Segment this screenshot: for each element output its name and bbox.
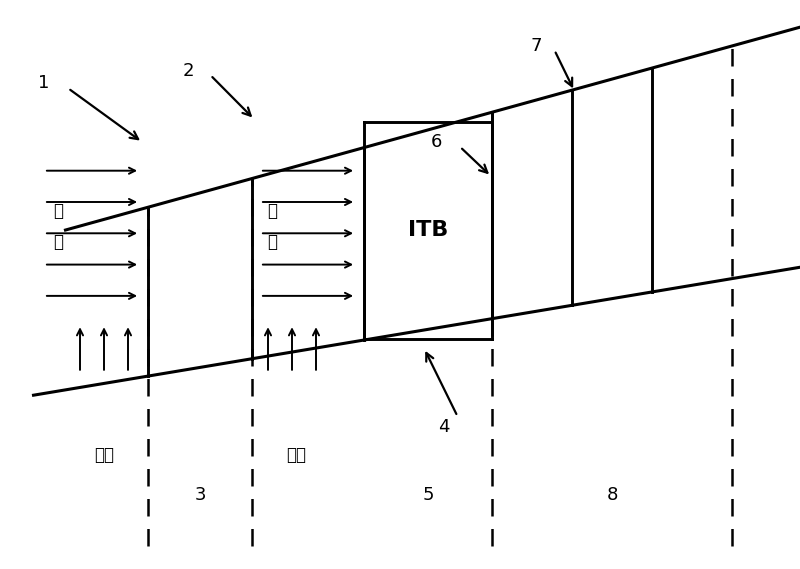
- Text: 1: 1: [38, 73, 50, 92]
- Text: 5: 5: [422, 486, 434, 504]
- Text: 8: 8: [606, 486, 618, 504]
- Text: 燃: 燃: [54, 201, 63, 220]
- Text: 2: 2: [182, 62, 194, 80]
- Text: 油: 油: [54, 233, 63, 251]
- Text: ITB: ITB: [408, 220, 448, 241]
- Text: 燃: 燃: [267, 201, 277, 220]
- Text: 4: 4: [438, 418, 450, 436]
- Text: 3: 3: [194, 486, 206, 504]
- Text: 燃油: 燃油: [94, 446, 114, 464]
- Text: 7: 7: [530, 36, 542, 55]
- Text: 油: 油: [267, 233, 277, 251]
- Text: 6: 6: [430, 133, 442, 151]
- Text: 燃油: 燃油: [286, 446, 306, 464]
